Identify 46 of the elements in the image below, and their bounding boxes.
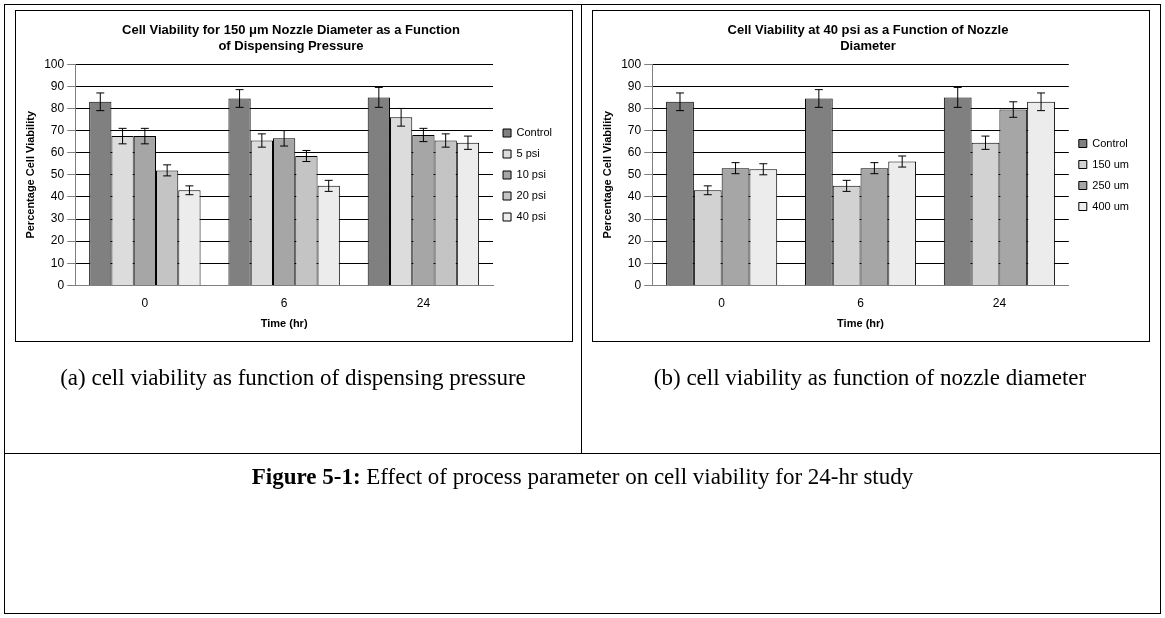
legend-label: 40 psi — [516, 210, 546, 223]
x-axis-title: Time (hr) — [260, 317, 308, 330]
y-tick-label: 80 — [627, 100, 642, 115]
chart-title: Cell Viability at 40 psi as a Function of Nozzle Diameter — [727, 22, 1009, 53]
y-tick-label: 10 — [50, 255, 65, 270]
y-tick-label: 90 — [50, 78, 65, 93]
chart-title: Cell Viability for 150 μm Nozzle Diameter as a Function of Dispensing Pressure — [122, 22, 460, 53]
x-tick-label: 6 — [280, 295, 288, 310]
legend-label: Control — [1092, 136, 1128, 149]
y-tick-label: 100 — [44, 56, 65, 71]
text: (b) cell viability as function of nozzle diameter — [652, 364, 1088, 392]
y-tick-label: 40 — [627, 189, 642, 204]
x-tick-label: 24 — [416, 295, 431, 310]
legend-label: 250 um — [1092, 178, 1130, 191]
y-tick-label: 40 — [50, 189, 65, 204]
x-tick-label: 6 — [857, 295, 865, 310]
y-tick-label: 70 — [627, 122, 642, 137]
legend-label: 20 psi — [516, 189, 546, 202]
legend-label: 150 um — [1092, 157, 1130, 170]
y-tick-label: 0 — [57, 277, 65, 292]
y-tick-label: 30 — [627, 211, 642, 226]
y-tick-label: 0 — [634, 277, 642, 292]
y-tick-label: 80 — [50, 100, 65, 115]
y-tick-label: 20 — [627, 233, 642, 248]
legend-label: 400 um — [1092, 199, 1130, 212]
y-tick-label: 60 — [50, 144, 65, 159]
caption: Figure 5-1: Effect of process parameter on cell viability for 24-hr study — [5, 453, 1160, 490]
legend-label: Control — [516, 126, 553, 139]
y-tick-label: 20 — [50, 233, 65, 248]
y-tick-label: 70 — [50, 122, 65, 137]
y-tick-label: 60 — [627, 144, 642, 159]
x-axis-title: Time (hr) — [837, 317, 885, 330]
y-tick-label: 10 — [627, 255, 642, 270]
y-tick-label: 100 — [621, 56, 642, 71]
y-tick-label: 50 — [627, 167, 642, 182]
x-tick-label: 0 — [718, 295, 726, 310]
legend-label: 5 psi — [516, 147, 540, 160]
x-tick-label: 0 — [141, 295, 149, 310]
y-axis-title: Percentage Cell Viability — [23, 110, 36, 239]
x-tick-label: 24 — [992, 295, 1007, 310]
y-tick-label: 90 — [627, 78, 642, 93]
y-tick-label: 50 — [50, 167, 65, 182]
text: (a) cell viability as function of dispensing pressure — [59, 364, 527, 392]
y-tick-label: 30 — [50, 211, 65, 226]
y-axis-title: Percentage Cell Viability — [600, 110, 613, 239]
legend-label: 10 psi — [516, 168, 546, 181]
